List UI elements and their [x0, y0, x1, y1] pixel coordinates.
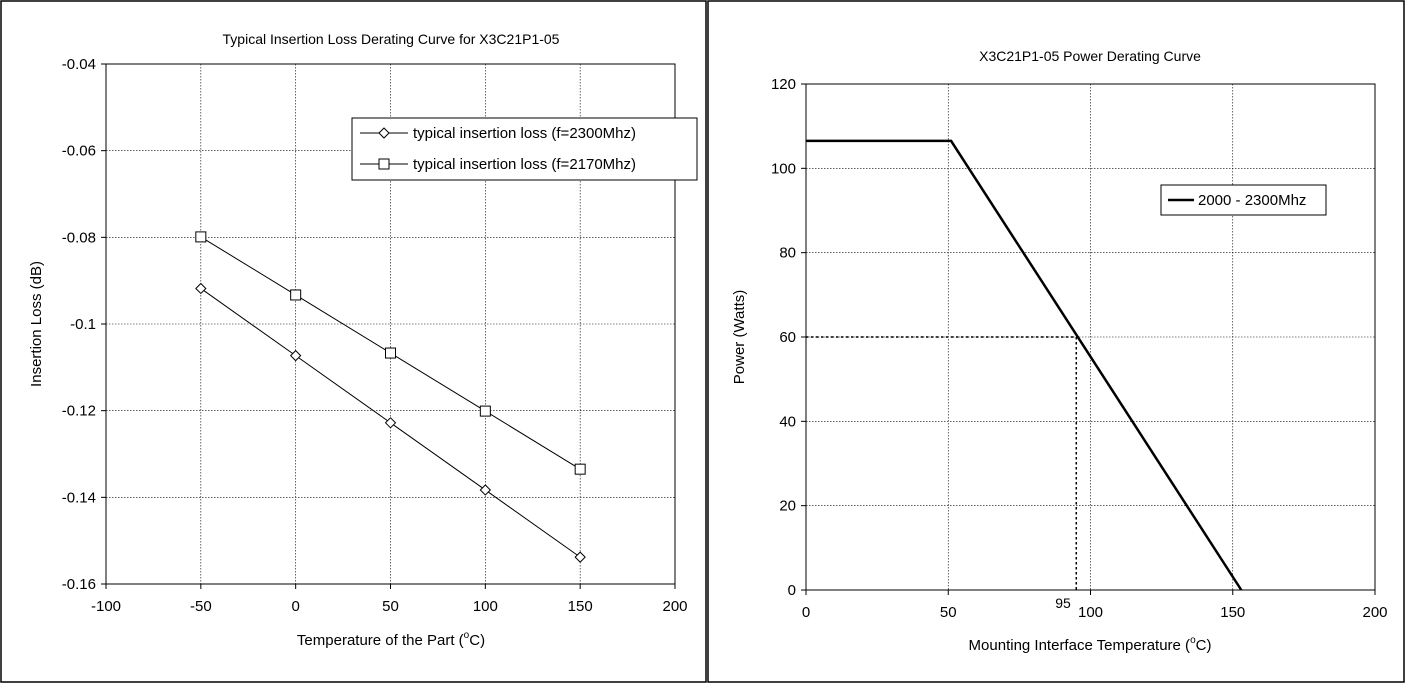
right-panel-border	[707, 0, 1405, 683]
chart1-legend-box	[351, 117, 698, 181]
chart1-y-tick-label: -0.04	[62, 56, 96, 73]
chart2-y-tick-label: 0	[788, 582, 796, 599]
chart1-y-tick-label: -0.06	[62, 143, 96, 160]
chart2-x-tick-label: 50	[940, 604, 957, 621]
chart1-x-tick-label: 150	[568, 598, 593, 615]
chart1-diamond-point	[289, 349, 302, 362]
chart1-x-tick-label: -100	[91, 598, 121, 615]
chart2-legend: 2000 - 2300Mhz	[1160, 184, 1327, 216]
insertion-loss-chart: Typical Insertion Loss Derating Curve fo…	[28, 31, 698, 649]
chart1-square-point	[290, 289, 302, 301]
chart1-x-tick-label: 100	[473, 598, 498, 615]
chart2-ticks: 0 50 100 150 200 0 20 40 60 80 100 120	[771, 76, 1388, 621]
chart2-legend-label: 2000 - 2300Mhz	[1198, 192, 1306, 209]
chart1-y-tick-label: -0.08	[62, 229, 96, 246]
chart1-x-tick-label: 200	[662, 598, 687, 615]
chart2-x-axis-label: Mounting Interface Temperature (oC)	[969, 635, 1212, 654]
chart2-y-axis-label: Power (Watts)	[731, 290, 748, 384]
chart1-x-axis-label: Temperature of the Part (oC)	[297, 630, 485, 649]
chart1-square-point	[195, 231, 207, 243]
chart2-x-tick-label: 0	[802, 604, 810, 621]
chart1-square-point	[385, 347, 396, 359]
chart1-legend-square-marker	[378, 158, 390, 170]
chart1-y-tick-label: -0.12	[62, 403, 96, 420]
chart1-title: Typical Insertion Loss Derating Curve fo…	[223, 31, 560, 47]
chart1-diamond-point	[384, 417, 397, 429]
power-derating-chart: X3C21P1-05 Power Derating Curve 0 50 100 15…	[731, 48, 1388, 654]
chart2-series-line-1	[806, 139, 1243, 591]
chart1-legend: typical insertion loss (f=2300Mhz) typic…	[351, 117, 698, 181]
chart1-series	[195, 231, 586, 563]
chart1-y-tick-label: -0.1	[70, 316, 96, 333]
chart1-ticks: -100 -50 0 50 100 150 200 -0.16 -0.14 -0.12 -0.1 -0…	[62, 56, 688, 615]
chart1-y-axis-label: Insertion Loss (dB)	[28, 261, 45, 387]
chart2-y-tick-label: 60	[779, 329, 796, 346]
chart2-y-tick-label: 120	[771, 76, 796, 93]
chart2-y-tick-label: 80	[779, 245, 796, 262]
chart1-legend-diamond-marker	[378, 127, 390, 139]
chart1-square-point	[479, 405, 491, 417]
left-panel-border	[0, 0, 707, 683]
chart2-x-tick-label: 100	[1078, 604, 1103, 621]
chart1-x-tick-label: 50	[382, 598, 399, 615]
chart1-legend-label-1: typical insertion loss (f=2300Mhz)	[413, 125, 636, 142]
chart1-diamond-point	[195, 282, 207, 295]
chart1-diamond-point	[574, 551, 586, 563]
chart2-series	[806, 139, 1243, 591]
chart1-y-tick-label: -0.14	[62, 489, 96, 506]
chart2-x-tick-label: 200	[1362, 604, 1387, 621]
chart2-y-tick-label: 100	[771, 160, 796, 177]
chart2-reference-lines	[806, 336, 1078, 590]
chart1-square-point	[574, 463, 586, 475]
chart1-legend-label-2: typical insertion loss (f=2170Mhz)	[413, 156, 636, 173]
chart1-x-tick-label: -50	[190, 598, 212, 615]
chart1-y-tick-label: -0.16	[62, 576, 96, 593]
chart1-x-tick-label: 0	[291, 598, 299, 615]
chart2-y-tick-label: 20	[779, 498, 796, 515]
chart2-x-tick-label: 150	[1220, 604, 1245, 621]
chart2-title: X3C21P1-05 Power Derating Curve	[979, 48, 1201, 64]
chart2-annotation-95: 95	[1055, 595, 1071, 611]
chart2-y-tick-label: 40	[779, 413, 796, 430]
chart1-diamond-point	[479, 484, 492, 496]
